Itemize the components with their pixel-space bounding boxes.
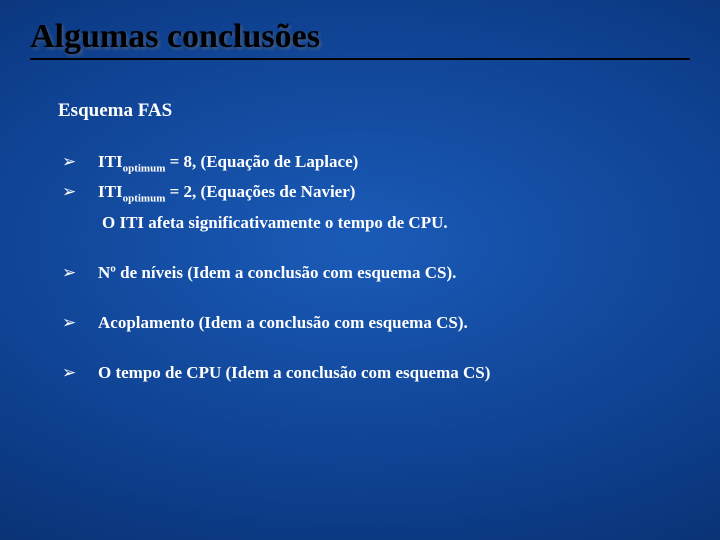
bullet-continuation: O ITI afeta significativamente o tempo d…	[102, 211, 690, 235]
slide-title: Algumas conclusões	[30, 18, 690, 60]
chevron-right-icon: ➢	[62, 150, 98, 174]
bullet-text: ITIoptimum = 2, (Equações de Navier)	[98, 180, 355, 210]
bullet-text: Nº de níveis (Idem a conclusão com esque…	[98, 261, 456, 285]
bullet-item: ➢ ITIoptimum = 8, (Equação de Laplace)	[62, 150, 690, 180]
subheading: Esquema FAS	[58, 100, 690, 122]
bullet-text: ITIoptimum = 8, (Equação de Laplace)	[98, 150, 358, 180]
chevron-right-icon: ➢	[62, 311, 98, 335]
slide: Algumas conclusões Esquema FAS ➢ ITIopti…	[0, 0, 720, 540]
bullet-text: O tempo de CPU (Idem a conclusão com esq…	[98, 361, 490, 385]
chevron-right-icon: ➢	[62, 361, 98, 385]
bullet-item: ➢ Acoplamento (Idem a conclusão com esqu…	[62, 311, 690, 335]
chevron-right-icon: ➢	[62, 180, 98, 204]
bullet-item: ➢ Nº de níveis (Idem a conclusão com esq…	[62, 261, 690, 285]
slide-content: Esquema FAS ➢ ITIoptimum = 8, (Equação d…	[30, 100, 690, 385]
bullet-list: ➢ ITIoptimum = 8, (Equação de Laplace) ➢…	[58, 150, 690, 385]
bullet-item: ➢ ITIoptimum = 2, (Equações de Navier)	[62, 180, 690, 210]
chevron-right-icon: ➢	[62, 261, 98, 285]
bullet-text: Acoplamento (Idem a conclusão com esquem…	[98, 311, 468, 335]
bullet-item: ➢ O tempo de CPU (Idem a conclusão com e…	[62, 361, 690, 385]
